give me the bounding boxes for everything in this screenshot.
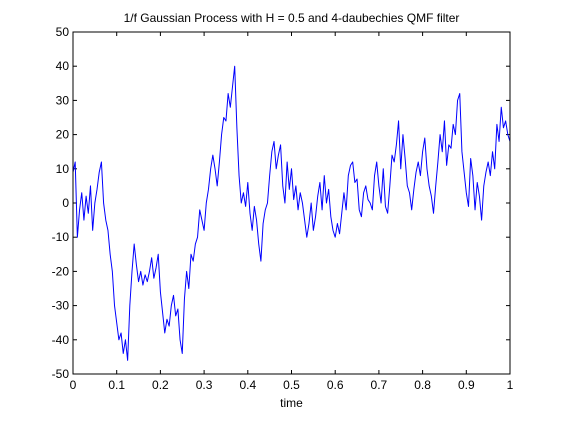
x-tick-label: 0.1 <box>108 378 125 392</box>
y-tick-label: 10 <box>56 162 70 176</box>
x-tick-label: 0.7 <box>371 378 388 392</box>
chart-title: 1/f Gaussian Process with H = 0.5 and 4-… <box>124 11 460 25</box>
x-tick-label: 0.4 <box>239 378 256 392</box>
plot-area-background <box>73 32 510 374</box>
y-tick-label: 0 <box>62 196 69 210</box>
y-tick-label: 30 <box>56 93 70 107</box>
x-tick-label: 0.3 <box>196 378 213 392</box>
y-tick-label: -40 <box>52 333 70 347</box>
y-tick-label: 50 <box>56 25 70 39</box>
y-tick-label: -50 <box>52 367 70 381</box>
x-tick-label: 1 <box>507 378 514 392</box>
x-tick-label: 0.9 <box>458 378 475 392</box>
y-tick-label: -10 <box>52 230 70 244</box>
x-tick-label: 0.2 <box>152 378 169 392</box>
y-tick-label: 20 <box>56 128 70 142</box>
x-tick-label: 0 <box>70 378 77 392</box>
x-tick-label: 0.6 <box>327 378 344 392</box>
y-tick-label: -30 <box>52 299 70 313</box>
y-tick-label: 40 <box>56 59 70 73</box>
y-tick-label: -20 <box>52 264 70 278</box>
x-axis-label: time <box>280 396 303 410</box>
x-tick-label: 0.8 <box>414 378 431 392</box>
x-tick-label: 0.5 <box>283 378 300 392</box>
